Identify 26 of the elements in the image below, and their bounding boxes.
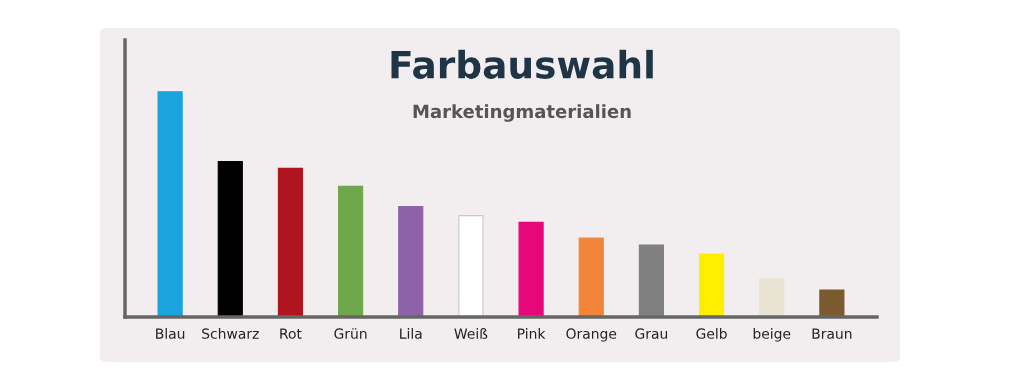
x-tick-label: Grün [334, 328, 367, 339]
text: Marketingmaterialien [413, 104, 631, 122]
x-tick-label: Schwarz [202, 328, 259, 339]
bar [578, 237, 604, 317]
bar [338, 185, 364, 317]
bar [638, 244, 664, 317]
x-tick-label: Gelb [696, 328, 727, 339]
bar [398, 206, 424, 317]
x-tick-label: Orange [566, 328, 617, 342]
bar [157, 91, 183, 317]
bar [819, 289, 845, 317]
bar [518, 221, 544, 317]
chart-title: Farbauswahl [391, 49, 653, 79]
x-tick-label: Grau [635, 328, 668, 339]
x-tick-label: Braun [812, 328, 852, 339]
bar [277, 167, 304, 317]
x-tick-label: beige [753, 328, 791, 342]
x-tick-label: Weiß [454, 328, 488, 339]
x-tick-label: Blau [156, 328, 185, 339]
x-tick-label: Pink [518, 328, 546, 339]
x-tick-label: Rot [280, 328, 302, 339]
x-tick-label: Lila [400, 328, 422, 339]
bar [759, 278, 785, 317]
bar [698, 253, 725, 317]
bar [217, 161, 243, 317]
bar [458, 215, 484, 317]
